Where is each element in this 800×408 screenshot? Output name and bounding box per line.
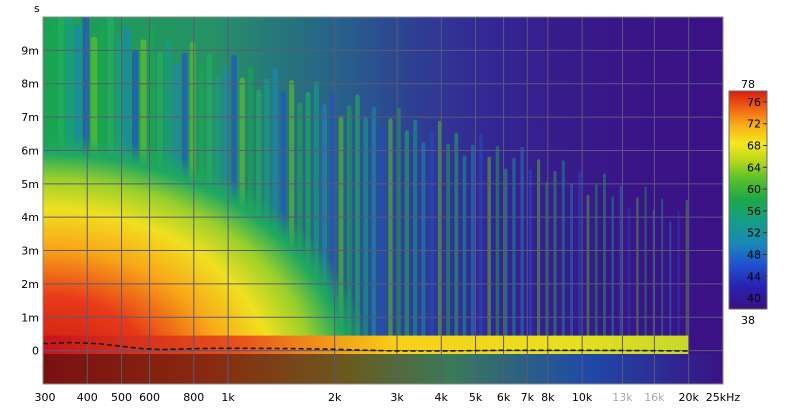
decay-ridge (537, 159, 541, 344)
colorbar-tick-label: 40 (747, 292, 761, 305)
x-tick-label: 10k (572, 391, 593, 404)
colorbar-tick-label: 56 (747, 205, 761, 218)
decay-ridge (413, 119, 418, 344)
decay-ridge (594, 184, 598, 344)
y-tick-label: 8m (21, 78, 39, 91)
x-tick-label: 16k (644, 391, 665, 404)
x-tick-label: 20k (679, 391, 700, 404)
x-tick-label: 400 (77, 391, 98, 404)
decay-ridge (446, 143, 450, 344)
y-tick-label: 0 (32, 345, 39, 358)
peak-time-line (43, 341, 689, 352)
decay-ridge (495, 145, 500, 344)
x-tick-label: 300 (35, 391, 56, 404)
pre-response-band (43, 354, 723, 384)
x-tick-label: 13k (612, 391, 633, 404)
colorbar-ticks: 40 44 48 52 56 60 64 68 72 76 (747, 96, 767, 305)
decay-ridge (644, 186, 647, 344)
colorbar-tick-label: 68 (747, 140, 761, 153)
x-tick-label: 500 (111, 391, 132, 404)
grid (43, 17, 723, 384)
decay-ridge (611, 196, 614, 344)
decay-ridge (462, 155, 467, 344)
colorbar-tick-label: 48 (747, 249, 761, 262)
decay-ridge (528, 169, 532, 344)
x-tick-label: 6k (497, 391, 511, 404)
colorbar-tick-label: 52 (747, 227, 761, 240)
x-tick-label: 3k (390, 391, 404, 404)
x-axis-ticks: 300 400 500 600 800 1k 2k 3k 4k 5k 6k 7k 8k 10k 13k 16k… (35, 391, 741, 404)
x-tick-label: 800 (183, 391, 204, 404)
y-tick-label: 1m (21, 311, 39, 324)
decay-ridge (380, 129, 385, 344)
y-tick-label: 4m (21, 211, 39, 224)
x-tick-label: 25kHz (706, 391, 741, 404)
decay-ridge (578, 172, 582, 344)
decay-ridge (421, 142, 426, 344)
colorbar: 78 38 40 44 48 52 56 60 64 68 72 76 (728, 78, 768, 327)
decay-ridge (479, 134, 483, 344)
y-axis-ticks: 0 1m 2m 3m 4m 5m 6m 7m 8m 9m (21, 44, 39, 357)
initial-response-band (43, 335, 689, 354)
colorbar-tick-label: 76 (747, 96, 761, 109)
y-tick-label: 2m (21, 278, 39, 291)
colorbar-tick-label: 64 (747, 161, 761, 174)
x-tick-label: 1k (221, 391, 235, 404)
y-tick-label: 9m (21, 44, 39, 57)
decay-ridge (619, 185, 623, 344)
decay-ridge (685, 199, 688, 344)
x-tick-label: 600 (139, 391, 160, 404)
plot-frame (42, 16, 724, 385)
decay-ridge (388, 118, 393, 344)
x-tick-label: 8k (541, 391, 555, 404)
y-tick-label: 7m (21, 111, 39, 124)
colorbar-min-label: 38 (741, 314, 755, 327)
decay-ridge (504, 168, 508, 344)
decay-ridge (636, 197, 639, 344)
colorbar-tick-label: 44 (747, 270, 761, 283)
decay-ridge (677, 210, 680, 344)
y-axis-label: s (34, 2, 40, 15)
decay-ridge (669, 221, 672, 344)
colorbar-max-label: 78 (741, 78, 755, 91)
x-tick-label: 7k (521, 391, 535, 404)
x-tick-label: 5k (469, 391, 483, 404)
plot-area (43, 17, 723, 384)
decay-ridge (404, 130, 409, 344)
colorbar-tick-label: 72 (747, 118, 761, 131)
x-tick-label: 4k (435, 391, 449, 404)
decay-ridge (520, 147, 524, 344)
colorbar-tick-label: 60 (747, 183, 761, 196)
decay-ridge (454, 132, 459, 344)
x-tick-label: 2k (328, 391, 342, 404)
decay-ridge (627, 208, 631, 344)
colorbar-gradient (728, 90, 768, 310)
y-tick-label: 6m (21, 144, 39, 157)
y-tick-label: 3m (21, 245, 39, 258)
decay-ridge (470, 144, 475, 344)
y-tick-label: 5m (21, 178, 39, 191)
decay-ridge (553, 171, 557, 344)
decay-ridge (603, 173, 606, 344)
decay-ridge (561, 160, 565, 344)
decay-ridge (586, 194, 590, 344)
decay-ridge (396, 107, 401, 344)
decay-ridge (661, 198, 664, 344)
decay-ridge (429, 131, 434, 344)
decay-ridge (570, 183, 573, 344)
